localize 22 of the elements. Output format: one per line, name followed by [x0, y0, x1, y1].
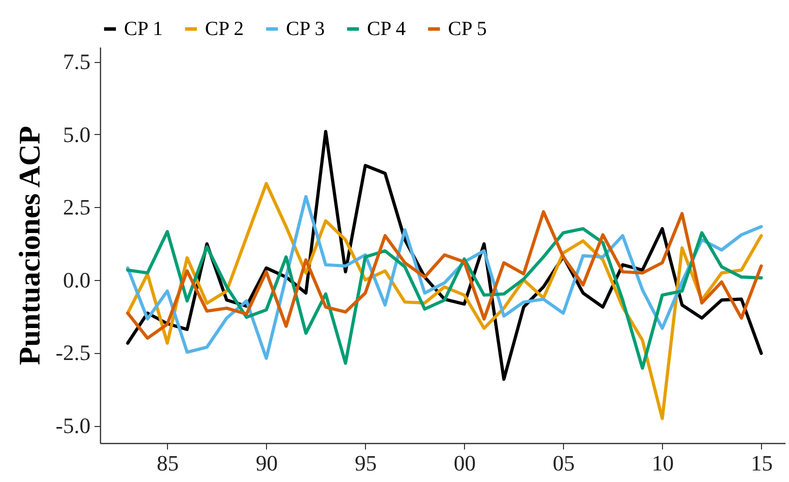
y-tick-label: 7.5	[63, 49, 90, 74]
y-tick-label: -2.5	[56, 340, 90, 366]
line-series	[126, 195, 763, 360]
legend-label: CP 2	[205, 18, 244, 40]
line-series	[126, 227, 763, 370]
x-tick-label: 15	[750, 450, 773, 476]
x-tick-label: 85	[156, 450, 179, 476]
y-tick-label: 2.5	[63, 194, 90, 220]
legend-label: CP 1	[124, 18, 163, 40]
x-tick-label: 10	[652, 450, 674, 476]
legend-label: CP 3	[286, 18, 325, 40]
x-tick-label: 00	[454, 450, 476, 476]
x-tick-label: 95	[354, 450, 377, 476]
y-tick-label: -5.0	[56, 413, 90, 438]
x-tick-label: 05	[552, 450, 575, 476]
y-tick-label: 0.0	[63, 267, 90, 292]
y-axis-title: Puntuaciones ACP	[14, 126, 47, 366]
legend-label: CP 4	[367, 18, 406, 40]
x-tick-label: 90	[256, 450, 278, 476]
y-tick-label: 5.0	[63, 122, 90, 147]
line-series	[126, 210, 763, 340]
legend-label: CP 5	[448, 18, 487, 40]
